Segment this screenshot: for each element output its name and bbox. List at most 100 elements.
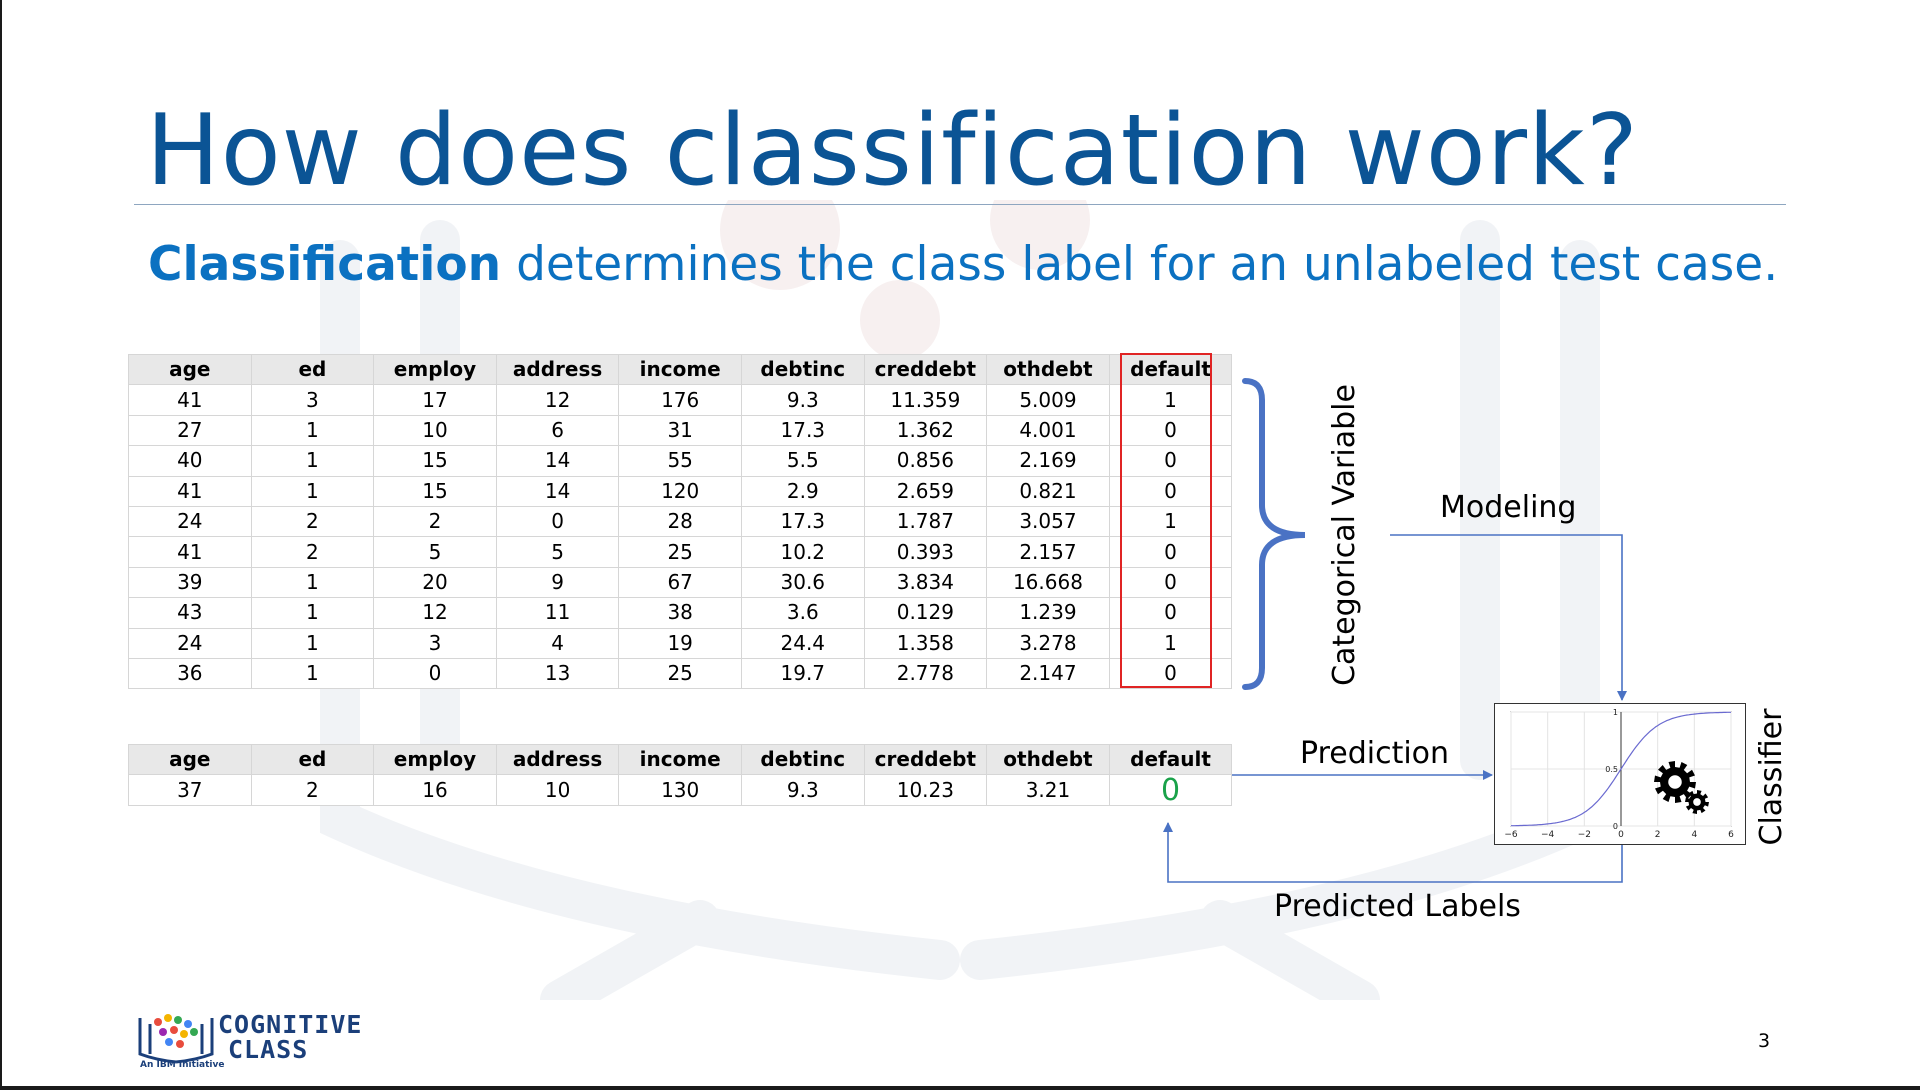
cell-othdebt: 3.278 (986, 627, 1110, 659)
cell-othdebt: 0.821 (986, 475, 1110, 507)
cell-employ: 15 (373, 475, 497, 507)
logo-line-1: COGNITIVE (218, 1010, 363, 1039)
cell-income: 130 (618, 774, 742, 806)
cell-income: 55 (618, 445, 742, 477)
column-header-employ: employ (373, 353, 497, 386)
column-header-othdebt: othdebt (986, 743, 1110, 776)
logo-line-2: CLASS (228, 1035, 309, 1064)
cell-debtinc: 17.3 (740, 505, 865, 538)
table-row: 36 1 0 13 25 19.7 2.778 2.147 0 (128, 657, 1233, 690)
cell-address: 9 (495, 566, 620, 599)
cell-age: 36 (128, 657, 252, 690)
predicted-labels-arrow (1163, 822, 1623, 883)
title-divider (134, 204, 1786, 205)
cell-creddebt: 2.778 (863, 657, 988, 690)
y-tick-label: 0.5 (1605, 765, 1618, 774)
column-header-age: age (128, 743, 252, 776)
cell-othdebt: 2.169 (986, 445, 1110, 477)
column-header-ed: ed (250, 353, 375, 386)
cell-age: 41 (128, 475, 252, 507)
modeling-label: Modeling (1440, 490, 1577, 525)
cell-ed: 1 (250, 597, 375, 629)
test-case-table: age ed employ address income debtinc creddebt o… (128, 743, 1233, 806)
cell-income: 67 (618, 566, 742, 599)
cell-othdebt: 5.009 (986, 384, 1110, 416)
column-header-income: income (618, 743, 742, 776)
modeling-arrow (1390, 534, 1627, 701)
cell-address: 5 (495, 536, 620, 568)
y-tick-label: 0 (1613, 822, 1618, 831)
cell-ed: 1 (250, 414, 375, 447)
column-header-income: income (618, 353, 742, 386)
x-tick-label: 0 (1618, 830, 1624, 840)
table-row: 24 2 2 0 28 17.3 1.787 3.057 1 (128, 505, 1233, 538)
cell-othdebt: 3.21 (986, 774, 1110, 806)
cell-age: 41 (128, 384, 252, 416)
classifier-label: Classifier (1754, 708, 1789, 846)
cell-othdebt: 1.239 (986, 597, 1110, 629)
predicted-labels-label: Predicted Labels (1274, 889, 1521, 924)
column-header-age: age (128, 353, 252, 386)
column-header-ed: ed (250, 743, 375, 776)
slide-title: How does classification work? (146, 94, 1639, 208)
cell-address: 11 (495, 597, 620, 629)
x-tick-label: −2 (1578, 830, 1591, 840)
column-header-default: default (1108, 743, 1233, 776)
cell-address: 6 (495, 414, 620, 447)
x-tick-label: −4 (1541, 830, 1555, 840)
cell-age: 24 (128, 505, 252, 538)
cell-creddebt: 1.362 (863, 414, 988, 447)
sigmoid-plot: −6 −4 −2 0 2 4 6 0 0.5 1 (1504, 708, 1734, 840)
page-number: 3 (1758, 1030, 1771, 1052)
table-row: 43 1 12 11 38 3.6 0.129 1.239 0 (128, 597, 1233, 629)
prediction-label: Prediction (1300, 736, 1450, 771)
sigmoid-curve (1511, 711, 1731, 827)
table-row: 41 1 15 14 120 2.9 2.659 0.821 0 (128, 475, 1233, 507)
cell-debtinc: 30.6 (740, 566, 865, 599)
cell-othdebt: 4.001 (986, 414, 1110, 447)
subtitle-keyword: Classification (148, 237, 502, 292)
cell-creddebt: 10.23 (863, 774, 988, 806)
cell-creddebt: 0.129 (863, 597, 988, 629)
column-header-debtinc: debtinc (740, 353, 865, 386)
table-header-row: age ed employ address income debtinc creddebt o… (128, 353, 1233, 386)
test-row: 37 2 16 10 130 9.3 10.23 3.21 0 (128, 774, 1233, 806)
cell-age: 40 (128, 445, 252, 477)
classifier-model-thumbnail: −6 −4 −2 0 2 4 6 0 0.5 1 (1494, 703, 1746, 845)
cell-creddebt: 2.659 (863, 475, 988, 507)
cell-ed: 1 (250, 475, 375, 507)
cell-address: 12 (495, 384, 620, 416)
cell-debtinc: 17.3 (740, 414, 865, 447)
cell-debtinc: 5.5 (740, 445, 865, 477)
table-row: 41 2 5 5 25 10.2 0.393 2.157 0 (128, 536, 1233, 568)
cell-othdebt: 3.057 (986, 505, 1110, 538)
cell-age: 24 (128, 627, 252, 659)
cell-income: 25 (618, 657, 742, 690)
slide-subtitle: Classification determines the class labe… (148, 237, 1779, 292)
cell-income: 120 (618, 475, 742, 507)
predicted-default-value: 0 (1108, 774, 1233, 806)
x-tick-label: 4 (1691, 830, 1697, 840)
cell-employ: 0 (373, 657, 497, 690)
gear-large-icon-hole (1668, 775, 1682, 789)
cell-ed: 2 (250, 505, 375, 538)
cell-debtinc: 19.7 (740, 657, 865, 690)
table-row: 24 1 3 4 19 24.4 1.358 3.278 1 (128, 627, 1233, 659)
cell-income: 176 (618, 384, 742, 416)
cell-age: 37 (128, 774, 252, 806)
slide-left-edge (0, 0, 2, 1090)
cell-ed: 1 (250, 566, 375, 599)
cell-address: 4 (495, 627, 620, 659)
cell-address: 0 (495, 505, 620, 538)
cell-othdebt: 2.157 (986, 536, 1110, 568)
y-tick-label: 1 (1613, 708, 1618, 717)
cell-ed: 1 (250, 445, 375, 477)
cell-othdebt: 2.147 (986, 657, 1110, 690)
cell-age: 41 (128, 536, 252, 568)
subtitle-text: determines the class label for an unlabe… (501, 237, 1779, 292)
cell-employ: 3 (373, 627, 497, 659)
cell-income: 19 (618, 627, 742, 659)
cell-creddebt: 0.856 (863, 445, 988, 477)
